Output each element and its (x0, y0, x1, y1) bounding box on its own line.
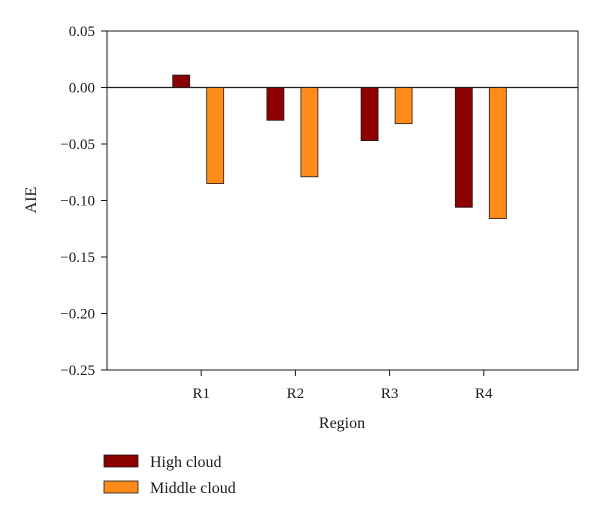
bar-high-cloud-r1 (172, 74, 191, 88)
bar-middle-cloud-r4 (488, 87, 507, 219)
bar-high-cloud-r4 (454, 87, 473, 208)
bar-middle-cloud-r3 (394, 87, 413, 125)
x-axis-ticks: R1 R2 R3 R4 (192, 370, 493, 402)
y-tick-label: −0.05 (60, 137, 95, 153)
x-axis-title: Region (319, 415, 365, 432)
y-tick-label: 0.05 (69, 24, 95, 40)
legend-swatch-high-cloud (103, 454, 139, 468)
x-tick-label: R3 (381, 386, 399, 402)
bar-high-cloud-r2 (266, 87, 285, 121)
bar-high-cloud-r3 (360, 87, 379, 142)
y-tick-label: 0.00 (69, 81, 95, 97)
legend-swatch-middle-cloud (103, 480, 139, 494)
y-tick-label: −0.10 (60, 194, 95, 210)
legend-label-high-cloud: High cloud (150, 454, 222, 471)
y-tick-label: −0.15 (60, 250, 95, 266)
bar-group (172, 74, 507, 219)
bar-middle-cloud-r2 (300, 87, 319, 178)
x-tick-label: R1 (192, 386, 210, 402)
x-tick-label: R4 (475, 386, 493, 402)
legend: High cloud Middle cloud (103, 454, 236, 497)
y-axis-title: AIE (23, 187, 40, 214)
bar-middle-cloud-r1 (206, 87, 225, 184)
x-tick-label: R2 (287, 386, 305, 402)
y-tick-label: −0.20 (60, 307, 95, 323)
legend-label-middle-cloud: Middle cloud (150, 480, 236, 497)
y-axis-ticks: 0.05 0.00 −0.05 −0.10 −0.15 −0.20 −0.25 (60, 24, 107, 379)
y-tick-label: −0.25 (60, 363, 95, 379)
